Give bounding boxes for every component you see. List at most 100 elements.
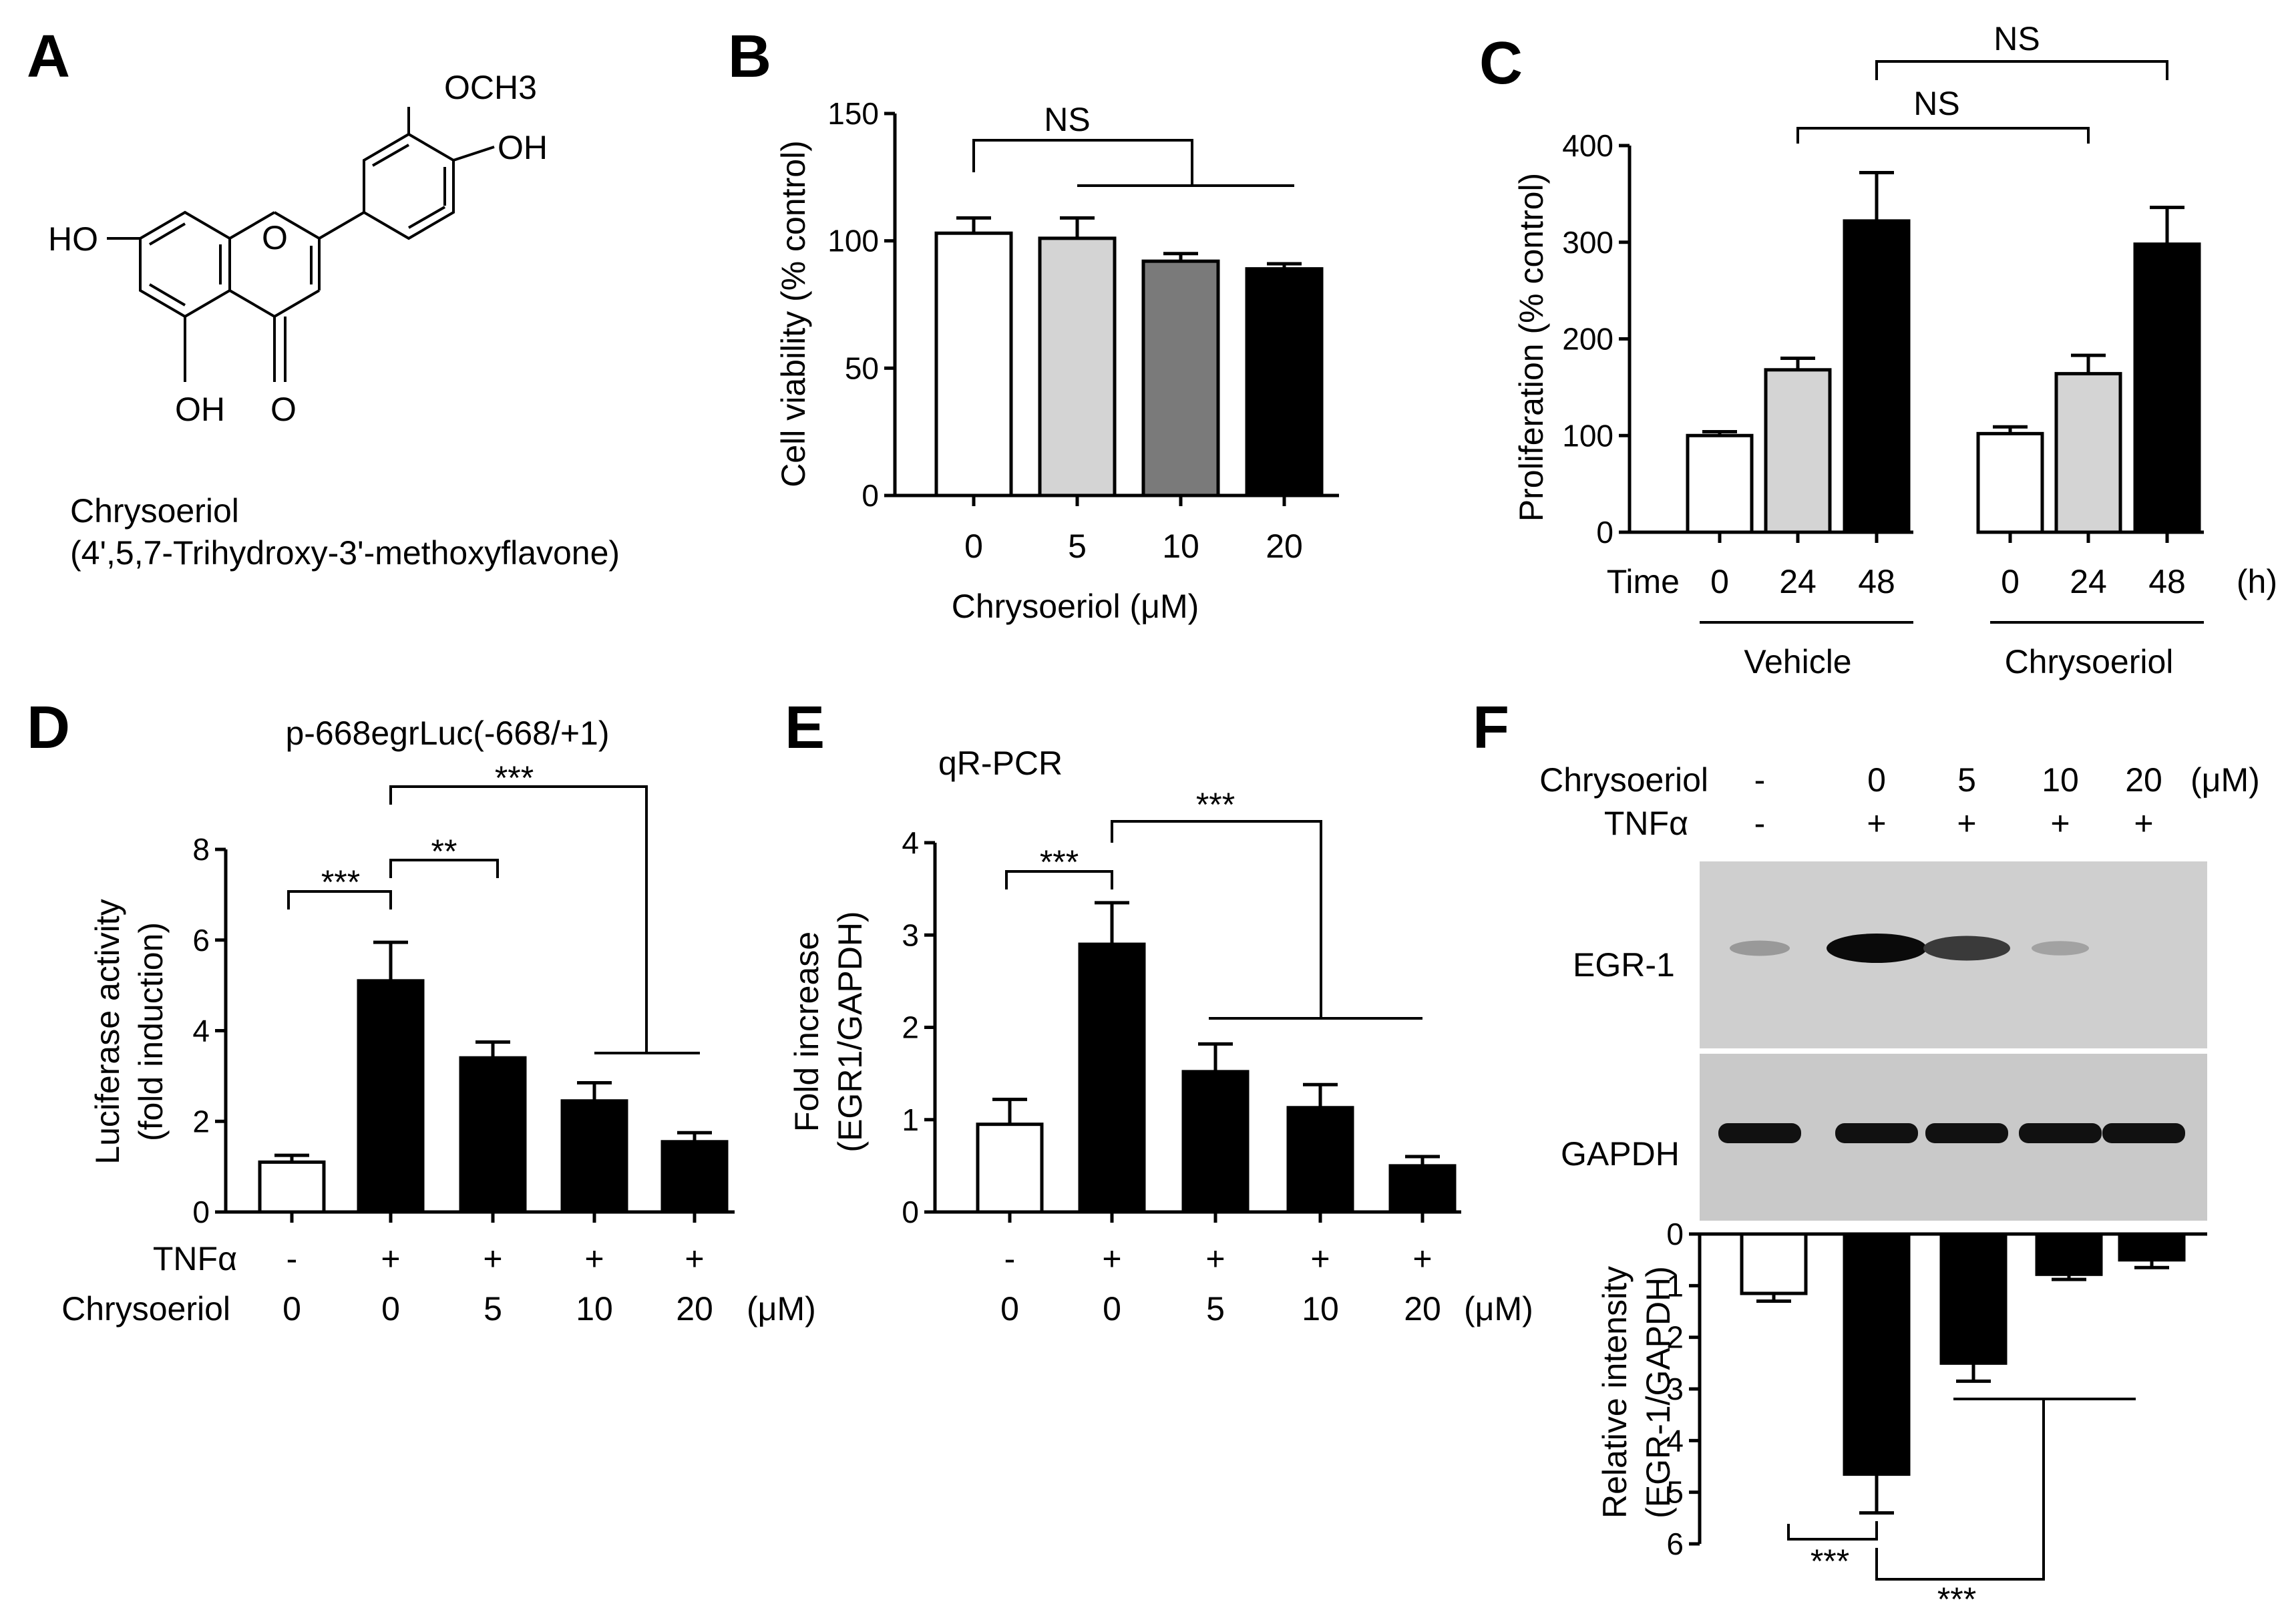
chart-b-bar [1141, 259, 1220, 497]
chart-b-ns-line [1077, 172, 1294, 187]
chart-d-tnf-label: + [584, 1240, 604, 1277]
chart-f-ytick-label: 0 [1666, 1217, 1684, 1251]
chart-f-dose-label: - [1754, 761, 1766, 799]
chart-f: Chrysoeriol TNFα (μM) EGR-1 GAPDH Relati… [1539, 761, 2260, 1618]
chart-d-row-chrysoeriol: Chrysoeriol [61, 1290, 230, 1328]
chart-b-ytick-label: 150 [827, 96, 879, 131]
chart-e-tnf-label: + [1205, 1240, 1225, 1277]
chart-d-ytick-label: 6 [192, 923, 210, 958]
chart-d-tnf-label: + [381, 1240, 400, 1277]
chart-d-bracket-2 [389, 859, 499, 878]
chart-f-dose-label: 10 [2042, 761, 2079, 799]
chart-e-ytick-label: 4 [902, 825, 919, 860]
chart-d-ytick-label: 2 [192, 1104, 210, 1139]
chart-d-bar [560, 1099, 628, 1214]
chart-d-dose-label: 20 [676, 1290, 713, 1328]
chart-f-ytick-label: 3 [1666, 1372, 1684, 1406]
chart-c-xtick-label: 48 [1858, 563, 1895, 600]
chart-f-row-chrysoeriol: Chrysoeriol [1539, 761, 1708, 799]
chart-c-ns-bracket-1 [1796, 127, 2090, 144]
chart-f-ylabel2: (EGR-1/GAPDH) [1640, 1266, 1677, 1518]
chart-e-bar [1078, 942, 1146, 1214]
chart-c-xtick-label: 48 [2148, 563, 2186, 600]
chart-d-dose-label: 10 [576, 1290, 613, 1328]
chart-d-sig-3: *** [495, 759, 534, 797]
chart-d-bar [357, 979, 425, 1214]
chart-e-ylabel: Fold increase [788, 932, 825, 1132]
chart-f-dose-label: 20 [2125, 761, 2162, 799]
chart-b-xtick-label: 10 [1162, 528, 1199, 565]
gapdh-band [1925, 1123, 2008, 1143]
egr1-band [1923, 936, 2010, 961]
chart-f-bar [2118, 1232, 2186, 1262]
chart-d-tnf-label: - [287, 1240, 298, 1277]
chart-e-bar [976, 1123, 1044, 1214]
chart-c-bar [2133, 242, 2201, 534]
chart-e-tnf-label: + [1310, 1240, 1330, 1277]
chart-f-tnf-label: + [2134, 805, 2153, 842]
chart-e-unit: (μM) [1464, 1290, 1533, 1328]
chart-e-dose-label: 10 [1302, 1290, 1339, 1328]
och3-label: OCH3 [444, 69, 537, 106]
chart-e-tnf-label: + [1102, 1240, 1121, 1277]
gapdh-band [2102, 1123, 2185, 1143]
chart-e-dose-label: 5 [1206, 1290, 1225, 1328]
ring-oxygen-label: O [262, 219, 288, 256]
chart-d-dose-label: 0 [381, 1290, 400, 1328]
chart-c-group-chrysoeriol: Chrysoeriol [2005, 643, 2174, 680]
chart-d-ytick-label: 0 [192, 1195, 210, 1229]
chart-f-row-tnf: TNFα [1604, 805, 1688, 842]
panel-letter-d: D [27, 694, 70, 761]
chart-c: Proliferation (% control) Time (h) Vehic… [1513, 20, 2277, 680]
chart-f-bar [2035, 1232, 2103, 1276]
chart-c-xtick-label: 0 [1710, 563, 1729, 600]
chart-c-bar [2054, 372, 2122, 534]
egr1-band [1730, 940, 1790, 956]
chart-b-bar [1245, 267, 1324, 497]
panel-letter-c: C [1479, 30, 1523, 97]
chart-c-bar [1843, 219, 1911, 534]
chart-c-ytick-label: 100 [1562, 418, 1613, 453]
chart-d-tnf-label: + [483, 1240, 502, 1277]
blot-label-egr1: EGR-1 [1573, 946, 1675, 984]
gapdh-band [2019, 1123, 2102, 1143]
chart-e-dose-label: 0 [1000, 1290, 1019, 1328]
chart-d-row-tnf: TNFα [153, 1240, 237, 1277]
chart-d-bar [258, 1160, 326, 1214]
chart-b-xtick-label: 20 [1266, 528, 1303, 565]
chart-c-xtick-label: 24 [1779, 563, 1817, 600]
chart-c-time-label: Time [1607, 563, 1680, 600]
chart-d-bar [660, 1140, 729, 1214]
panel-letter-b: B [728, 23, 771, 90]
chart-d-ytick-label: 8 [192, 832, 210, 867]
chart-c-time-unit: (h) [2237, 563, 2277, 600]
chart-b-ytick-label: 0 [862, 478, 879, 513]
chart-e: qR-PCR Fold increase (EGR1/GAPDH) (μM) 0… [788, 745, 1533, 1328]
chart-d-ylabel2: (fold induction) [132, 922, 170, 1141]
chart-b-bar [1038, 236, 1117, 497]
chart-b-xtick-label: 0 [964, 528, 983, 565]
oh-bottom-label: OH [175, 391, 225, 428]
gapdh-band [1835, 1123, 1918, 1143]
chart-f-bracket-1 [1787, 1521, 1878, 1541]
chart-f-bar [1843, 1232, 1911, 1476]
chart-d-bar [459, 1056, 527, 1214]
chart-b-xlabel: Chrysoeriol (μM) [952, 588, 1199, 625]
chart-f-unit: (μM) [2190, 761, 2260, 799]
chart-e-tnf-label: - [1004, 1240, 1016, 1277]
chart-b-xtick-label: 5 [1068, 528, 1087, 565]
chart-e-ytick-label: 0 [902, 1195, 919, 1229]
chart-b-bar [934, 231, 1013, 497]
compound-iupac: (4',5,7-Trihydroxy-3'-methoxyflavone) [70, 534, 620, 572]
chart-c-group-vehicle: Vehicle [1744, 643, 1851, 680]
chart-b-ytick-label: 50 [845, 351, 879, 385]
chart-f-dose-label: 0 [1867, 761, 1886, 799]
chart-b-ytick-label: 100 [827, 224, 879, 258]
chart-f-ytick-label: 6 [1666, 1527, 1684, 1561]
chemical-structure [107, 107, 495, 382]
panel-letter-f: F [1473, 694, 1509, 761]
chart-e-tnf-label: + [1412, 1240, 1432, 1277]
chart-b-ns-bracket [972, 139, 1193, 172]
chart-c-bar [1686, 433, 1754, 534]
chart-c-ytick-label: 200 [1562, 322, 1613, 357]
